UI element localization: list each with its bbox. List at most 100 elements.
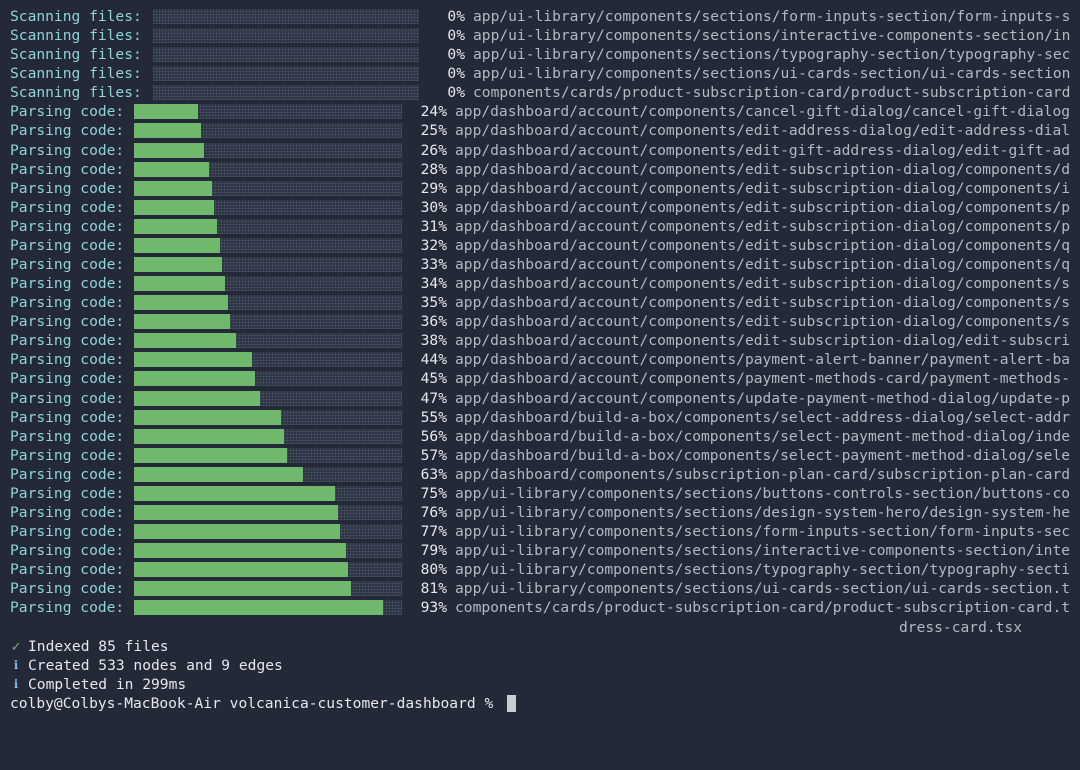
progress-percent: 93% xyxy=(420,599,447,617)
file-path: components/cards/product-subscription-ca… xyxy=(455,599,1071,617)
progress-percent: 26% xyxy=(420,141,447,159)
info-icon: ℹ xyxy=(13,657,19,672)
file-path: app/dashboard/account/components/cancel-… xyxy=(455,103,1071,121)
progress-bar xyxy=(134,466,402,482)
progress-percent: 56% xyxy=(420,427,447,445)
terminal-window[interactable]: Scanning files: 0% app/ui-library/componen… xyxy=(0,0,1080,712)
progress-bar xyxy=(134,352,402,368)
status-completed: ℹ Completed in 299ms xyxy=(0,675,1080,694)
progress-label: Parsing code: xyxy=(10,122,125,140)
progress-percent: 76% xyxy=(420,504,447,522)
parse-progress-row: Parsing code: 35% app/dashboard/account/co… xyxy=(0,293,1080,312)
progress-percent: 34% xyxy=(420,275,447,293)
parse-progress-row: Parsing code: 56% app/dashboard/build-a-bo… xyxy=(0,427,1080,446)
progress-percent: 45% xyxy=(420,370,447,388)
parse-progress-row: Parsing code: 76% app/ui-library/component… xyxy=(0,503,1080,522)
progress-bar-fill xyxy=(134,104,199,120)
progress-bar xyxy=(134,237,402,253)
file-path: app/ui-library/components/sections/inter… xyxy=(473,27,1071,45)
progress-bar-fill xyxy=(134,428,285,444)
parse-progress-row: Parsing code: 31% app/dashboard/account/co… xyxy=(0,217,1080,236)
parse-progress-row: Parsing code: 28% app/dashboard/account/co… xyxy=(0,160,1080,179)
progress-bar xyxy=(134,314,402,330)
wrapped-path-tail: dress-card.tsx xyxy=(899,618,1023,636)
scan-progress-row: Scanning files: 0% app/ui-library/componen… xyxy=(0,7,1080,26)
progress-bar-fill xyxy=(134,314,231,330)
parse-progress-row: Parsing code: 30% app/dashboard/account/co… xyxy=(0,198,1080,217)
progress-label: Parsing code: xyxy=(10,275,125,293)
progress-bar xyxy=(134,123,402,139)
file-path: app/dashboard/account/components/payment… xyxy=(455,351,1071,369)
parse-progress-row: Parsing code: 33% app/dashboard/account/co… xyxy=(0,255,1080,274)
progress-bar-fill xyxy=(134,371,255,387)
progress-label: Parsing code: xyxy=(10,217,125,235)
progress-bar-fill xyxy=(134,352,252,368)
progress-percent: 77% xyxy=(420,523,447,541)
parse-progress-row: Parsing code: 38% app/dashboard/account/co… xyxy=(0,331,1080,350)
file-path: app/dashboard/account/components/edit-su… xyxy=(455,313,1071,331)
parse-progress-row: Parsing code: 24% app/dashboard/account/co… xyxy=(0,102,1080,121)
progress-bar xyxy=(134,543,402,559)
file-path: app/ui-library/components/sections/typog… xyxy=(473,46,1071,64)
file-path: app/dashboard/account/components/edit-su… xyxy=(455,217,1071,235)
progress-percent: 0% xyxy=(447,84,465,102)
parse-progress-row: Parsing code: 81% app/ui-library/component… xyxy=(0,579,1080,598)
progress-label: Parsing code: xyxy=(10,351,125,369)
progress-bar xyxy=(134,257,402,273)
progress-percent: 75% xyxy=(420,484,447,502)
progress-percent: 32% xyxy=(420,236,447,254)
scan-progress-row: Scanning files: 0% app/ui-library/componen… xyxy=(0,26,1080,45)
parse-progress-row: Parsing code: 75% app/ui-library/component… xyxy=(0,484,1080,503)
status-indexed: ✓ Indexed 85 files xyxy=(0,637,1080,656)
info-icon: ℹ xyxy=(13,676,19,691)
progress-bar-fill xyxy=(134,218,218,234)
file-path: app/dashboard/components/subscription-pl… xyxy=(455,465,1071,483)
checkmark-icon: ✓ xyxy=(11,637,21,655)
progress-label: Parsing code: xyxy=(10,313,125,331)
progress-bar-fill xyxy=(134,142,204,158)
progress-label: Parsing code: xyxy=(10,599,125,617)
progress-label: Parsing code: xyxy=(10,198,125,216)
scan-progress-row: Scanning files: 0% app/ui-library/componen… xyxy=(0,45,1080,64)
progress-bar-fill xyxy=(134,447,287,463)
progress-label: Parsing code: xyxy=(10,103,125,121)
parse-progress-row: Parsing code: 44% app/dashboard/account/co… xyxy=(0,350,1080,369)
file-path: app/dashboard/build-a-box/components/sel… xyxy=(455,427,1071,445)
progress-bar-fill xyxy=(134,237,220,253)
progress-percent: 28% xyxy=(420,160,447,178)
progress-bar xyxy=(134,104,402,120)
progress-label: Scanning files: xyxy=(10,27,142,45)
parse-progress-row: Parsing code: 47% app/dashboard/account/co… xyxy=(0,389,1080,408)
indexed-message: Indexed 85 files xyxy=(28,637,169,655)
parse-progress-row: Parsing code: 80% app/ui-library/component… xyxy=(0,560,1080,579)
progress-bar-fill xyxy=(134,543,346,559)
progress-label: Parsing code: xyxy=(10,332,125,350)
progress-percent: 44% xyxy=(420,351,447,369)
parse-progress-row: Parsing code: 36% app/dashboard/account/co… xyxy=(0,312,1080,331)
progress-bar xyxy=(134,333,402,349)
progress-label: Parsing code: xyxy=(10,294,125,312)
parse-progress-row: Parsing code: 29% app/dashboard/account/co… xyxy=(0,179,1080,198)
progress-percent: 36% xyxy=(420,313,447,331)
scan-progress-row: Scanning files: 0% components/cards/produc… xyxy=(0,83,1080,102)
file-path: app/dashboard/account/components/edit-su… xyxy=(455,294,1071,312)
shell-prompt-line[interactable]: colby@Colbys-MacBook-Air volcanica-custo… xyxy=(0,694,1080,713)
wrapped-path-continuation: dress-card.tsx xyxy=(0,618,1080,637)
progress-label: Parsing code: xyxy=(10,408,125,426)
progress-percent: 33% xyxy=(420,256,447,274)
progress-bar xyxy=(153,28,419,44)
file-path: app/ui-library/components/sections/ui-ca… xyxy=(455,580,1071,598)
progress-percent: 0% xyxy=(447,46,465,64)
progress-percent: 79% xyxy=(420,542,447,560)
progress-bar xyxy=(134,180,402,196)
parse-progress-row: Parsing code: 45% app/dashboard/account/co… xyxy=(0,369,1080,388)
file-path: app/dashboard/account/components/edit-su… xyxy=(455,160,1071,178)
progress-bar xyxy=(153,85,419,101)
progress-percent: 25% xyxy=(420,122,447,140)
progress-percent: 38% xyxy=(420,332,447,350)
file-path: app/ui-library/components/sections/inter… xyxy=(455,542,1071,560)
progress-percent: 29% xyxy=(420,179,447,197)
text-cursor[interactable] xyxy=(507,694,516,712)
file-path: app/dashboard/account/components/update-… xyxy=(455,389,1071,407)
progress-bar-fill xyxy=(134,505,338,521)
